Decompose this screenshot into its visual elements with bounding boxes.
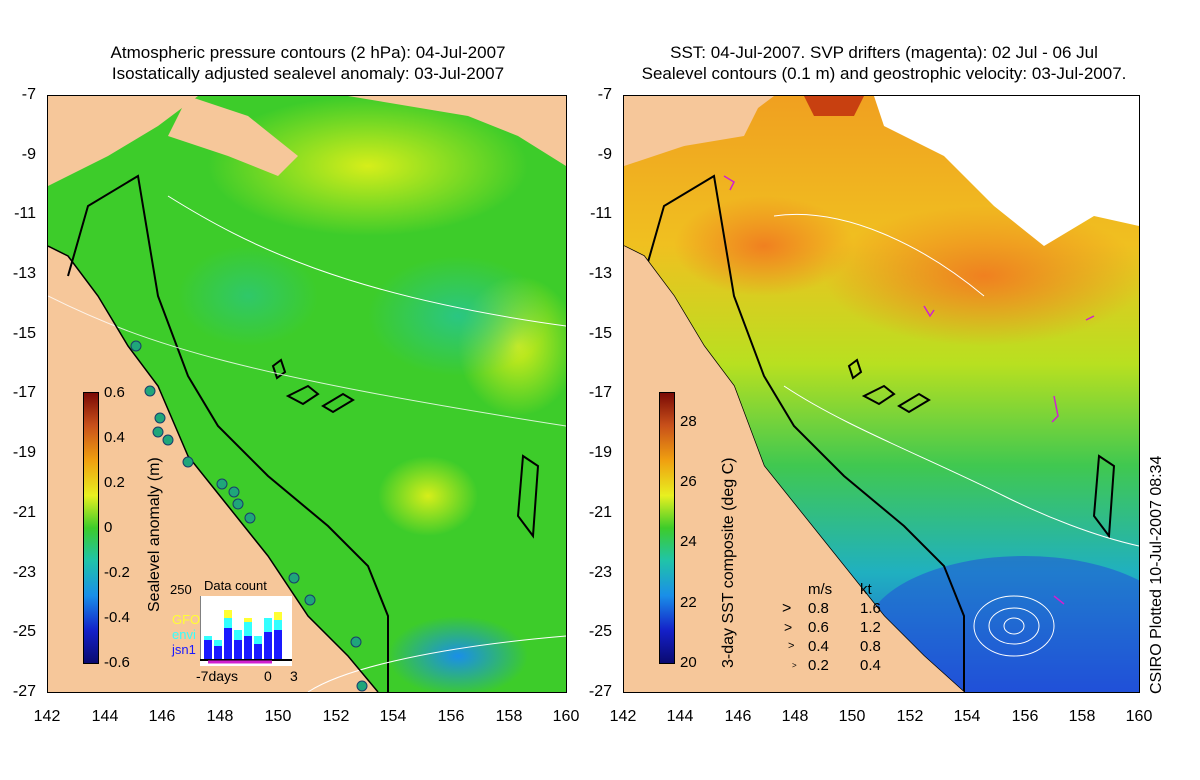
sealevel-tick-4: -0.2 xyxy=(104,564,130,581)
right-xlabel: 160 xyxy=(1125,708,1153,725)
inset-legend-jsn1: jsn1 xyxy=(172,642,196,657)
sealevel-tick-0: 0.6 xyxy=(104,384,125,401)
right-ylabel: -17 xyxy=(588,384,612,401)
velocity-key-row-ms: 0.2 xyxy=(808,657,829,674)
left-title-line1: Atmospheric pressure contours (2 hPa): 0… xyxy=(110,43,506,62)
sealevel-tick-5: -0.4 xyxy=(104,609,130,626)
velocity-arrow-icon: > xyxy=(784,619,793,635)
left-ylabel: -11 xyxy=(14,205,36,222)
right-xlabel: 148 xyxy=(781,708,809,725)
right-ylabel: -25 xyxy=(588,623,612,640)
sealevel-tick-6: -0.6 xyxy=(104,654,130,671)
right-panel-title: SST: 04-Jul-2007. SVP drifters (magenta)… xyxy=(594,42,1174,84)
right-xlabel: 142 xyxy=(609,708,637,725)
left-xlabel: 160 xyxy=(552,708,580,725)
velocity-arrow-icon: > xyxy=(782,600,792,617)
left-ylabel: -27 xyxy=(12,683,36,700)
right-ylabel: -19 xyxy=(588,444,612,461)
inset-title: Data count xyxy=(204,578,267,593)
left-xlabel: 148 xyxy=(206,708,234,725)
velocity-key-header-kt: kt xyxy=(860,581,872,598)
sst-field xyxy=(624,96,1139,692)
right-xlabel: 154 xyxy=(953,708,981,725)
right-ylabel: -11 xyxy=(590,205,612,222)
velocity-arrow-icon: > xyxy=(788,640,795,652)
left-xlabel: 144 xyxy=(91,708,119,725)
left-ylabel: -13 xyxy=(12,265,36,282)
left-ylabel: -17 xyxy=(12,384,36,401)
left-ylabel: -19 xyxy=(12,444,36,461)
sst-tick-1: 26 xyxy=(680,473,697,490)
histogram-bars xyxy=(204,610,282,660)
sealevel-tick-2: 0.2 xyxy=(104,474,125,491)
inset-legend-envi: envi xyxy=(172,627,196,642)
right-xlabel: 144 xyxy=(666,708,694,725)
inset-xlabel-end: 3 xyxy=(290,668,298,684)
sealevel-tick-3: 0 xyxy=(104,519,113,536)
velocity-key-row-ms: 0.6 xyxy=(808,619,829,636)
sealevel-anomaly-field xyxy=(48,96,566,692)
right-xlabel: 146 xyxy=(724,708,752,725)
sst-tick-4: 20 xyxy=(680,654,697,671)
sst-tick-2: 24 xyxy=(680,533,697,550)
left-xlabel: 156 xyxy=(437,708,465,725)
sealevel-colorbar-title: Sealevel anomaly (m) xyxy=(146,457,163,612)
left-ylabel: -25 xyxy=(12,623,36,640)
left-ylabel: -21 xyxy=(12,504,36,521)
left-ylabel: -7 xyxy=(21,86,36,103)
left-xlabel: 150 xyxy=(264,708,292,725)
left-ylabel: -23 xyxy=(12,564,36,581)
left-xlabel: 152 xyxy=(322,708,350,725)
left-title-line2: Isostatically adjusted sealevel anomaly:… xyxy=(111,64,505,83)
right-ylabel: -13 xyxy=(588,265,612,282)
sealevel-colorbar xyxy=(83,392,99,664)
left-ylabel: -15 xyxy=(12,325,36,342)
right-ylabel: -9 xyxy=(597,146,612,163)
right-ylabel: -21 xyxy=(588,504,612,521)
data-count-histogram xyxy=(200,596,292,666)
left-xlabel: 154 xyxy=(379,708,407,725)
velocity-key-row-ms: 0.4 xyxy=(808,638,829,655)
credit-text: CSIRO Plotted 10-Jul-2007 08:34 xyxy=(1148,455,1165,694)
velocity-arrow-icon: > xyxy=(792,661,797,670)
left-ylabel: -9 xyxy=(21,146,36,163)
inset-xlabel-zero: 0 xyxy=(264,668,272,684)
velocity-key-row-kt: 1.2 xyxy=(860,619,881,636)
left-xlabel: 158 xyxy=(495,708,523,725)
sst-colorbar-title: 3-day SST composite (deg C) xyxy=(720,457,737,668)
right-xlabel: 158 xyxy=(1068,708,1096,725)
right-ylabel: -27 xyxy=(588,683,612,700)
inset-ymax: 250 xyxy=(170,582,192,597)
right-ylabel: -7 xyxy=(597,86,612,103)
sst-tick-0: 28 xyxy=(680,413,697,430)
velocity-key-header-ms: m/s xyxy=(808,581,833,598)
sst-colorbar xyxy=(659,392,675,664)
right-ylabel: -15 xyxy=(588,325,612,342)
right-title-line1: SST: 04-Jul-2007. SVP drifters (magenta)… xyxy=(670,43,1098,62)
sealevel-tick-1: 0.4 xyxy=(104,429,125,446)
right-ylabel: -23 xyxy=(588,564,612,581)
inset-legend-gfo: GFO xyxy=(172,612,201,627)
right-xlabel: 156 xyxy=(1011,708,1039,725)
inset-xlabel-start: -7days xyxy=(196,668,239,684)
velocity-key-row-kt: 1.6 xyxy=(860,600,881,617)
right-xlabel: 152 xyxy=(896,708,924,725)
right-title-line2: Sealevel contours (0.1 m) and geostrophi… xyxy=(641,64,1127,83)
sst-map xyxy=(623,95,1140,693)
velocity-key-row-kt: 0.4 xyxy=(860,657,881,674)
sst-tick-3: 22 xyxy=(680,594,697,611)
sealevel-anomaly-map xyxy=(47,95,567,693)
velocity-key-row-ms: 0.8 xyxy=(808,600,829,617)
right-xlabel: 150 xyxy=(838,708,866,725)
velocity-key-row-kt: 0.8 xyxy=(860,638,881,655)
left-panel-title: Atmospheric pressure contours (2 hPa): 0… xyxy=(48,42,568,84)
left-xlabel: 142 xyxy=(33,708,61,725)
left-xlabel: 146 xyxy=(148,708,176,725)
